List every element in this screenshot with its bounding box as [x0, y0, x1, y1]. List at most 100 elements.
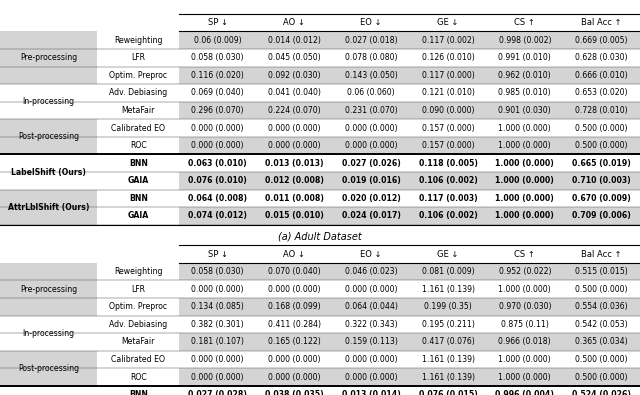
Text: 0.038 (0.035): 0.038 (0.035)	[265, 390, 324, 395]
Text: 0.027 (0.018): 0.027 (0.018)	[345, 36, 397, 45]
Text: 0.058 (0.030): 0.058 (0.030)	[191, 267, 244, 276]
Text: 0.000 (0.000): 0.000 (0.000)	[191, 141, 244, 150]
Text: 0.014 (0.012): 0.014 (0.012)	[268, 36, 321, 45]
Text: 0.653 (0.020): 0.653 (0.020)	[575, 88, 628, 98]
Text: GAIA: GAIA	[127, 176, 149, 185]
Bar	[179, 137, 640, 154]
Bar	[179, 32, 640, 49]
Bar	[179, 207, 640, 225]
Bar	[179, 66, 640, 84]
Text: 0.670 (0.009): 0.670 (0.009)	[572, 194, 631, 203]
Text: 0.092 (0.030): 0.092 (0.030)	[268, 71, 321, 80]
Text: 0.665 (0.019): 0.665 (0.019)	[572, 159, 631, 168]
Text: In-processing: In-processing	[22, 329, 75, 338]
Text: 0.199 (0.35): 0.199 (0.35)	[424, 302, 472, 311]
Text: 0.000 (0.000): 0.000 (0.000)	[191, 285, 244, 294]
Text: 0.090 (0.000): 0.090 (0.000)	[422, 106, 474, 115]
Text: 0.500 (0.000): 0.500 (0.000)	[575, 372, 628, 382]
Text: 0.962 (0.010): 0.962 (0.010)	[499, 71, 551, 80]
Text: 0.157 (0.000): 0.157 (0.000)	[422, 124, 474, 133]
Text: 0.000 (0.000): 0.000 (0.000)	[345, 141, 397, 150]
Text: 0.195 (0.211): 0.195 (0.211)	[422, 320, 474, 329]
Text: MetaFair: MetaFair	[122, 106, 155, 115]
Text: 0.966 (0.018): 0.966 (0.018)	[499, 337, 551, 346]
Text: 0.181 (0.107): 0.181 (0.107)	[191, 337, 244, 346]
Text: 0.046 (0.023): 0.046 (0.023)	[345, 267, 397, 276]
Text: 0.996 (0.004): 0.996 (0.004)	[495, 390, 554, 395]
Text: 1.000 (0.000): 1.000 (0.000)	[499, 372, 551, 382]
Text: 0.126 (0.010): 0.126 (0.010)	[422, 53, 474, 62]
Text: 0.000 (0.000): 0.000 (0.000)	[191, 124, 244, 133]
Text: 0.027 (0.026): 0.027 (0.026)	[342, 159, 401, 168]
Bar	[179, 102, 640, 119]
Text: 0.000 (0.000): 0.000 (0.000)	[268, 372, 321, 382]
Bar	[179, 298, 640, 316]
Text: Bal Acc ↑: Bal Acc ↑	[581, 250, 622, 259]
Text: 0.159 (0.113): 0.159 (0.113)	[345, 337, 397, 346]
Text: 0.000 (0.000): 0.000 (0.000)	[345, 285, 397, 294]
Text: LFR: LFR	[131, 53, 145, 62]
Bar	[0, 351, 97, 386]
Text: 0.500 (0.000): 0.500 (0.000)	[575, 355, 628, 364]
Text: SP ↓: SP ↓	[207, 18, 228, 27]
Text: 0.041 (0.040): 0.041 (0.040)	[268, 88, 321, 98]
Text: 0.970 (0.030): 0.970 (0.030)	[499, 302, 551, 311]
Text: 0.069 (0.040): 0.069 (0.040)	[191, 88, 244, 98]
Text: 0.121 (0.010): 0.121 (0.010)	[422, 88, 474, 98]
Text: ROC: ROC	[130, 372, 147, 382]
Text: 0.024 (0.017): 0.024 (0.017)	[342, 211, 401, 220]
Bar	[179, 368, 640, 386]
Text: 0.515 (0.015): 0.515 (0.015)	[575, 267, 628, 276]
Text: 0.901 (0.030): 0.901 (0.030)	[499, 106, 551, 115]
Text: 0.06 (0.060): 0.06 (0.060)	[348, 88, 395, 98]
Text: In-processing: In-processing	[22, 97, 75, 106]
Text: 0.000 (0.000): 0.000 (0.000)	[268, 141, 321, 150]
Text: ROC: ROC	[130, 141, 147, 150]
Text: Calibrated EO: Calibrated EO	[111, 355, 165, 364]
Text: Optim. Preproc: Optim. Preproc	[109, 71, 167, 80]
Text: LabelShift (Ours): LabelShift (Ours)	[12, 167, 86, 177]
Text: Reweighting: Reweighting	[114, 36, 163, 45]
Text: 0.998 (0.002): 0.998 (0.002)	[499, 36, 551, 45]
Text: 0.070 (0.040): 0.070 (0.040)	[268, 267, 321, 276]
Text: 0.710 (0.003): 0.710 (0.003)	[572, 176, 631, 185]
Text: 1.161 (0.139): 1.161 (0.139)	[422, 355, 474, 364]
Text: 1.000 (0.000): 1.000 (0.000)	[495, 211, 554, 220]
Text: Adv. Debiasing: Adv. Debiasing	[109, 320, 168, 329]
Text: 0.365 (0.034): 0.365 (0.034)	[575, 337, 628, 346]
Text: AO ↓: AO ↓	[284, 250, 305, 259]
Text: 0.106 (0.002): 0.106 (0.002)	[419, 176, 477, 185]
Text: 0.417 (0.076): 0.417 (0.076)	[422, 337, 474, 346]
Text: 0.628 (0.030): 0.628 (0.030)	[575, 53, 628, 62]
Text: 1.000 (0.000): 1.000 (0.000)	[499, 355, 551, 364]
Text: 0.013 (0.014): 0.013 (0.014)	[342, 390, 401, 395]
Text: AO ↓: AO ↓	[284, 18, 305, 27]
Text: GE ↓: GE ↓	[437, 250, 459, 259]
Text: Post-processing: Post-processing	[18, 364, 79, 373]
Text: Pre-processing: Pre-processing	[20, 53, 77, 62]
Text: 0.709 (0.006): 0.709 (0.006)	[572, 211, 631, 220]
Text: Post-processing: Post-processing	[18, 132, 79, 141]
Text: 0.500 (0.000): 0.500 (0.000)	[575, 285, 628, 294]
Text: BNN: BNN	[129, 159, 148, 168]
Text: GAIA: GAIA	[127, 211, 149, 220]
Text: 0.322 (0.343): 0.322 (0.343)	[345, 320, 397, 329]
Text: Reweighting: Reweighting	[114, 267, 163, 276]
Text: 0.116 (0.020): 0.116 (0.020)	[191, 71, 244, 80]
Text: 0.074 (0.012): 0.074 (0.012)	[188, 211, 247, 220]
Text: 0.063 (0.010): 0.063 (0.010)	[188, 159, 247, 168]
Text: 0.224 (0.070): 0.224 (0.070)	[268, 106, 321, 115]
Text: 0.117 (0.003): 0.117 (0.003)	[419, 194, 477, 203]
Text: 0.000 (0.000): 0.000 (0.000)	[191, 372, 244, 382]
Text: 0.076 (0.015): 0.076 (0.015)	[419, 390, 477, 395]
Text: MetaFair: MetaFair	[122, 337, 155, 346]
Text: 0.500 (0.000): 0.500 (0.000)	[575, 141, 628, 150]
Text: 1.000 (0.000): 1.000 (0.000)	[499, 124, 551, 133]
Text: 0.542 (0.053): 0.542 (0.053)	[575, 320, 628, 329]
Text: LFR: LFR	[131, 285, 145, 294]
Text: 0.991 (0.010): 0.991 (0.010)	[499, 53, 551, 62]
Text: 0.000 (0.000): 0.000 (0.000)	[345, 124, 397, 133]
Text: 0.669 (0.005): 0.669 (0.005)	[575, 36, 628, 45]
Text: 0.078 (0.080): 0.078 (0.080)	[345, 53, 397, 62]
Text: 0.027 (0.028): 0.027 (0.028)	[188, 390, 247, 395]
